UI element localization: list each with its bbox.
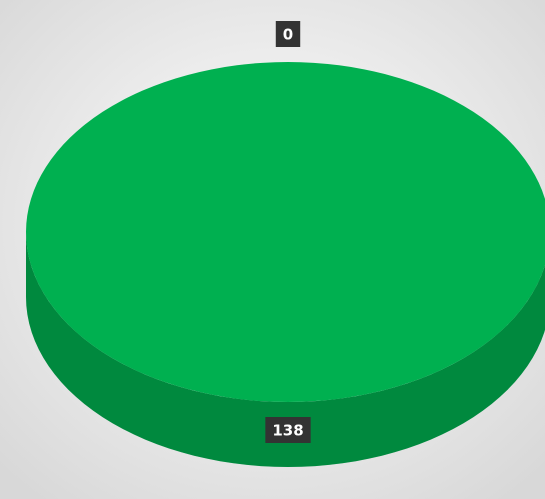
data-label: 138 [272,422,303,440]
slice-side-shade [26,232,545,467]
labels: 0 138 [265,21,311,443]
data-label: 0 [283,26,293,44]
sides [26,232,545,467]
slice [26,62,545,402]
tops [26,62,545,402]
data-label-box [265,417,311,443]
slice-side [26,232,545,467]
data-label-box [275,21,301,47]
